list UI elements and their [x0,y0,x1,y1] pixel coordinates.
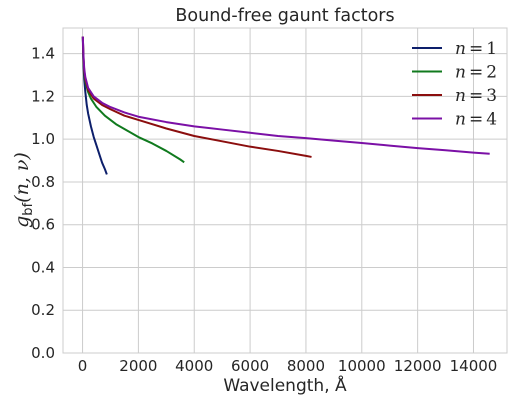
legend-label-n2: n = 2 [455,63,497,83]
x-tick-labels: 0 2000 4000 6000 8000 10000 12000 14000 [78,357,498,375]
x-tick-label: 12000 [394,357,442,375]
y-tick-label: 1.4 [31,45,55,63]
legend: n = 1n = 2n = 3n = 4 [412,39,497,130]
x-tick-label: 8000 [287,357,325,375]
legend-label-n1: n = 1 [455,39,497,59]
y-axis-label-main: g [11,216,33,228]
legend-label-op: = [469,86,483,106]
legend-label-var: n [455,110,466,130]
y-tick-label: 1.0 [31,130,55,148]
y-tick-label: 0.2 [31,301,55,319]
legend-label-var: n [455,86,466,106]
legend-label-val: 3 [486,86,497,106]
x-tick-label: 14000 [450,357,498,375]
series-line-n4 [81,36,490,155]
y-tick-label: 0.4 [31,258,55,276]
legend-label-n4: n = 4 [455,110,497,130]
x-tick-label: 0 [78,357,88,375]
series-layer [81,36,490,175]
legend-label-op: = [469,110,483,130]
y-tick-label: 1.2 [31,87,55,105]
legend-label-val: 1 [486,39,497,59]
legend-label-var: n [455,39,466,59]
legend-label-n3: n = 3 [455,86,497,106]
legend-label-op: = [469,63,483,83]
y-axis-label: gbf(n, ν) [11,152,36,228]
legend-label-val: 4 [486,110,497,130]
x-tick-label: 2000 [119,357,157,375]
x-tick-label: 6000 [231,357,269,375]
chart-title: Bound-free gaunt factors [175,6,394,26]
x-tick-label: 4000 [175,357,213,375]
gridlines [63,28,507,354]
legend-label-op: = [469,39,483,59]
y-axis-label-args: (n, ν) [11,152,33,203]
y-tick-label: 0.8 [31,173,55,191]
x-axis-label: Wavelength, Å [223,374,347,396]
legend-label-val: 2 [486,63,497,83]
x-tick-label: 10000 [338,357,386,375]
y-tick-label: 0.6 [31,216,55,234]
plot-area [62,27,508,354]
y-tick-label: 0.0 [31,344,55,362]
legend-label-var: n [455,63,466,83]
y-axis-label-sub: bf [21,202,36,215]
y-tick-labels: 0.0 0.2 0.4 0.6 0.8 1.0 1.2 1.4 [31,45,55,362]
